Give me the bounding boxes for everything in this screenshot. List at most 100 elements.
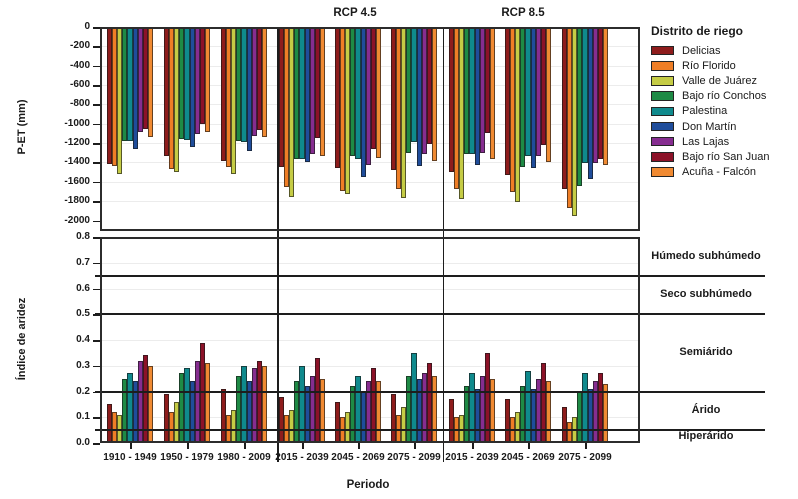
y-axis-title-top: P-ET (mm) bbox=[16, 99, 28, 155]
axis-tick-label: -1600 bbox=[64, 175, 90, 187]
legend-swatch bbox=[651, 76, 674, 86]
axis-tick bbox=[93, 181, 100, 184]
axis-tick-label: 0.7 bbox=[76, 256, 90, 268]
axis-tick bbox=[93, 262, 100, 265]
axis-tick-label: -1000 bbox=[64, 117, 90, 129]
axis-tick bbox=[93, 220, 100, 222]
axis-tick-label: -2000 bbox=[64, 214, 90, 226]
zone-label: Húmedo subhúmedo bbox=[651, 249, 761, 262]
axis-tick bbox=[93, 314, 100, 316]
axis-tick bbox=[93, 237, 100, 239]
legend-label: Río Florido bbox=[682, 59, 736, 72]
axis-tick-label: 0 bbox=[84, 21, 90, 32]
x-tick-label: 1980 - 2009 bbox=[217, 452, 271, 463]
legend-swatch bbox=[651, 152, 674, 162]
legend-label: Bajo río Conchos bbox=[682, 90, 767, 103]
legend-label: Palestina bbox=[682, 105, 728, 118]
x-tick-label: 2075 - 2099 bbox=[558, 452, 612, 463]
legend-label: Delicias bbox=[682, 44, 721, 57]
axis-tick bbox=[585, 443, 587, 449]
axis-tick-label: 0.0 bbox=[76, 437, 90, 448]
threshold-line bbox=[95, 390, 765, 393]
y-axis-title-bottom: Índice de aridez bbox=[16, 297, 28, 381]
axis-tick bbox=[93, 340, 100, 342]
gridline bbox=[100, 181, 640, 183]
legend-label: Acuña - Falcón bbox=[682, 166, 756, 179]
legend-item: Bajo río Conchos bbox=[651, 89, 769, 104]
axis-tick bbox=[93, 162, 100, 164]
legend-swatch bbox=[651, 61, 674, 71]
axis-tick-label: -1200 bbox=[64, 137, 90, 149]
axis-tick bbox=[528, 443, 530, 449]
legend-item: Valle de Juárez bbox=[651, 73, 769, 88]
section-label-rcp85: RCP 8.5 bbox=[501, 7, 545, 19]
legend-swatch bbox=[651, 91, 674, 101]
gridline bbox=[100, 201, 640, 203]
legend-swatch bbox=[651, 167, 674, 177]
axis-tick-label: 0.2 bbox=[76, 385, 90, 397]
legend-item: Las Lajas bbox=[651, 134, 769, 149]
axis-tick bbox=[414, 443, 416, 449]
legend-item: Río Florido bbox=[651, 58, 769, 73]
section-label-rcp45: RCP 4.5 bbox=[333, 7, 377, 19]
axis-tick bbox=[93, 143, 100, 145]
axis-tick bbox=[93, 123, 100, 126]
axis-tick bbox=[93, 365, 100, 368]
x-tick-label: 2045 - 2069 bbox=[331, 452, 385, 463]
threshold-line bbox=[95, 274, 765, 277]
legend-label: Don Martín bbox=[682, 120, 737, 133]
zone-label: Árido bbox=[691, 404, 721, 417]
legend-swatch bbox=[651, 136, 674, 147]
axis-tick bbox=[472, 443, 474, 449]
section-divider bbox=[277, 27, 279, 462]
axis-tick bbox=[93, 27, 100, 29]
axis-tick bbox=[244, 443, 246, 449]
x-axis-title: Periodo bbox=[346, 479, 390, 491]
axis-tick-label: -800 bbox=[69, 98, 90, 110]
gridline bbox=[100, 262, 640, 264]
legend: Delicias Río Florido Valle de Juárez Bajo r… bbox=[651, 43, 769, 180]
axis-tick bbox=[93, 85, 100, 87]
axis-tick bbox=[130, 443, 132, 449]
axis-tick bbox=[93, 417, 100, 419]
axis-tick-label: 0.3 bbox=[76, 359, 90, 371]
legend-item: Don Martín bbox=[651, 119, 769, 134]
axis-tick bbox=[93, 104, 100, 106]
legend-item: Palestina bbox=[651, 104, 769, 119]
legend-label: Bajo río San Juan bbox=[682, 150, 770, 163]
axis-tick bbox=[93, 288, 100, 290]
legend-title: Distrito de riego bbox=[651, 24, 744, 38]
x-tick-label: 1910 - 1949 bbox=[103, 452, 157, 463]
axis-tick-label: -400 bbox=[69, 59, 90, 71]
legend-item: Delicias bbox=[651, 43, 769, 58]
gridline bbox=[100, 340, 640, 341]
legend-item: Bajo río San Juan bbox=[651, 149, 769, 164]
axis-tick bbox=[358, 443, 360, 449]
axis-tick bbox=[93, 46, 100, 48]
legend-swatch bbox=[651, 106, 674, 117]
axis-tick-label: 0.1 bbox=[76, 411, 90, 423]
section-divider bbox=[442, 27, 444, 462]
zone-label: Semiárido bbox=[679, 346, 733, 359]
axis-tick-label: 0.6 bbox=[76, 282, 90, 294]
legend-swatch bbox=[651, 45, 674, 56]
zone-label: Seco subhúmedo bbox=[660, 288, 752, 301]
axis-tick-label: 0.4 bbox=[76, 334, 90, 345]
legend-label: Las Lajas bbox=[682, 135, 730, 148]
x-tick-label: 2045 - 2069 bbox=[501, 452, 555, 463]
legend-item: Acuña - Falcón bbox=[651, 165, 769, 180]
zone-label: Hiperárido bbox=[678, 430, 734, 443]
legend-swatch bbox=[651, 121, 674, 132]
gridline bbox=[100, 365, 640, 367]
axis-tick bbox=[93, 391, 100, 393]
axis-tick bbox=[93, 443, 100, 445]
x-tick-label: 2015 - 2039 bbox=[445, 452, 499, 463]
threshold-line bbox=[95, 429, 765, 432]
bottom-panel-border bbox=[100, 237, 640, 443]
x-tick-label: 2075 - 2099 bbox=[387, 452, 441, 463]
axis-tick bbox=[93, 65, 100, 68]
axis-tick bbox=[302, 443, 304, 449]
axis-tick-label: 0.5 bbox=[76, 308, 90, 320]
